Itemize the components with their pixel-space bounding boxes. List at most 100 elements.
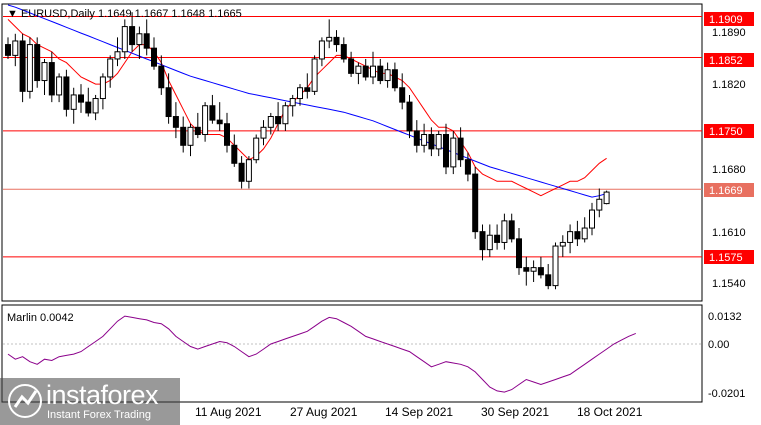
candle[interactable]	[216, 102, 223, 131]
candle-body-bear	[443, 134, 449, 168]
candle-body-bear	[464, 159, 471, 175]
price-tick: 1.1680	[712, 164, 746, 176]
candle[interactable]	[348, 51, 355, 77]
candle[interactable]	[129, 12, 136, 52]
level-tag-1909	[704, 12, 754, 26]
date-tick: 30 Sep 2021	[481, 405, 549, 419]
candle[interactable]	[552, 242, 559, 290]
candle[interactable]	[494, 224, 501, 250]
candle[interactable]	[421, 123, 428, 153]
candle[interactable]	[457, 127, 464, 167]
candle[interactable]	[253, 134, 260, 164]
candle[interactable]	[245, 156, 252, 189]
candle[interactable]	[209, 94, 216, 124]
candle[interactable]	[340, 37, 347, 63]
candle[interactable]	[151, 37, 157, 70]
candle[interactable]	[114, 37, 121, 67]
candle[interactable]	[231, 134, 238, 167]
candle[interactable]	[523, 256, 530, 286]
level-tag-1852	[704, 53, 754, 67]
candle[interactable]	[399, 73, 406, 110]
candle[interactable]	[121, 19, 128, 59]
candle[interactable]	[603, 190, 610, 205]
price-tick: 1.1540	[712, 278, 746, 290]
candle[interactable]	[48, 51, 55, 103]
candle-body-bull	[289, 98, 296, 107]
candle-body-bear	[508, 220, 515, 240]
candle[interactable]	[435, 130, 442, 157]
candle[interactable]	[297, 84, 303, 106]
candle-body-bear	[172, 116, 179, 128]
candle[interactable]	[406, 94, 413, 139]
candle[interactable]	[574, 220, 581, 247]
candle[interactable]	[311, 55, 318, 95]
candle[interactable]	[559, 235, 566, 257]
candle[interactable]	[78, 84, 84, 113]
candle[interactable]	[567, 224, 574, 254]
candle[interactable]	[508, 213, 515, 243]
candle[interactable]	[238, 156, 245, 189]
candle-body-bear	[340, 44, 347, 60]
candle[interactable]	[56, 73, 63, 103]
candle[interactable]	[443, 123, 449, 175]
candle[interactable]	[158, 55, 165, 95]
candle[interactable]	[85, 87, 92, 117]
candle[interactable]	[450, 130, 457, 175]
date-tick: 18 Oct 2021	[577, 405, 643, 419]
candle[interactable]	[187, 123, 194, 157]
candle[interactable]	[282, 102, 289, 131]
candle[interactable]	[34, 37, 41, 88]
candle[interactable]	[318, 37, 325, 67]
candle[interactable]	[326, 19, 333, 49]
candle[interactable]	[5, 37, 11, 59]
candle[interactable]	[596, 188, 603, 218]
level-tag-label: 1.1750	[709, 126, 743, 138]
candle[interactable]	[479, 224, 486, 261]
candle[interactable]	[355, 62, 362, 85]
candle[interactable]	[202, 102, 209, 142]
candle[interactable]	[581, 217, 588, 243]
candle[interactable]	[136, 26, 143, 59]
candle[interactable]	[377, 58, 384, 85]
candle[interactable]	[26, 37, 33, 99]
candle[interactable]	[391, 62, 398, 92]
collapse-triangle-icon[interactable]: ▼	[7, 8, 21, 20]
candle[interactable]	[384, 62, 391, 88]
candle[interactable]	[19, 33, 26, 103]
candle[interactable]	[370, 51, 376, 85]
candle[interactable]	[275, 102, 282, 131]
candle[interactable]	[70, 87, 77, 124]
candle[interactable]	[464, 152, 471, 182]
candle[interactable]	[165, 73, 172, 124]
candle[interactable]	[472, 166, 479, 239]
candle[interactable]	[333, 30, 340, 52]
candle[interactable]	[63, 69, 70, 117]
candle[interactable]	[99, 73, 106, 110]
candle[interactable]	[267, 112, 274, 135]
candle[interactable]	[260, 120, 267, 146]
candle[interactable]	[172, 102, 179, 139]
candle[interactable]	[289, 94, 296, 117]
candle[interactable]	[501, 213, 508, 250]
candle[interactable]	[304, 73, 311, 99]
candle[interactable]	[530, 260, 537, 283]
candle[interactable]	[224, 112, 230, 153]
candle[interactable]	[537, 256, 544, 279]
candle[interactable]	[107, 55, 114, 88]
candle[interactable]	[180, 116, 187, 153]
candle[interactable]	[413, 120, 420, 153]
candle[interactable]	[41, 58, 48, 95]
candle[interactable]	[143, 19, 150, 56]
candle-body-bear	[516, 238, 522, 269]
candle[interactable]	[362, 58, 369, 81]
candle[interactable]	[516, 228, 522, 275]
candle[interactable]	[12, 33, 19, 67]
candle[interactable]	[589, 202, 595, 236]
candle[interactable]	[194, 112, 201, 139]
candle[interactable]	[486, 224, 493, 257]
candle[interactable]	[428, 127, 435, 157]
candle[interactable]	[545, 264, 552, 290]
instaforex-logo-icon	[8, 384, 42, 418]
candle[interactable]	[92, 94, 99, 121]
